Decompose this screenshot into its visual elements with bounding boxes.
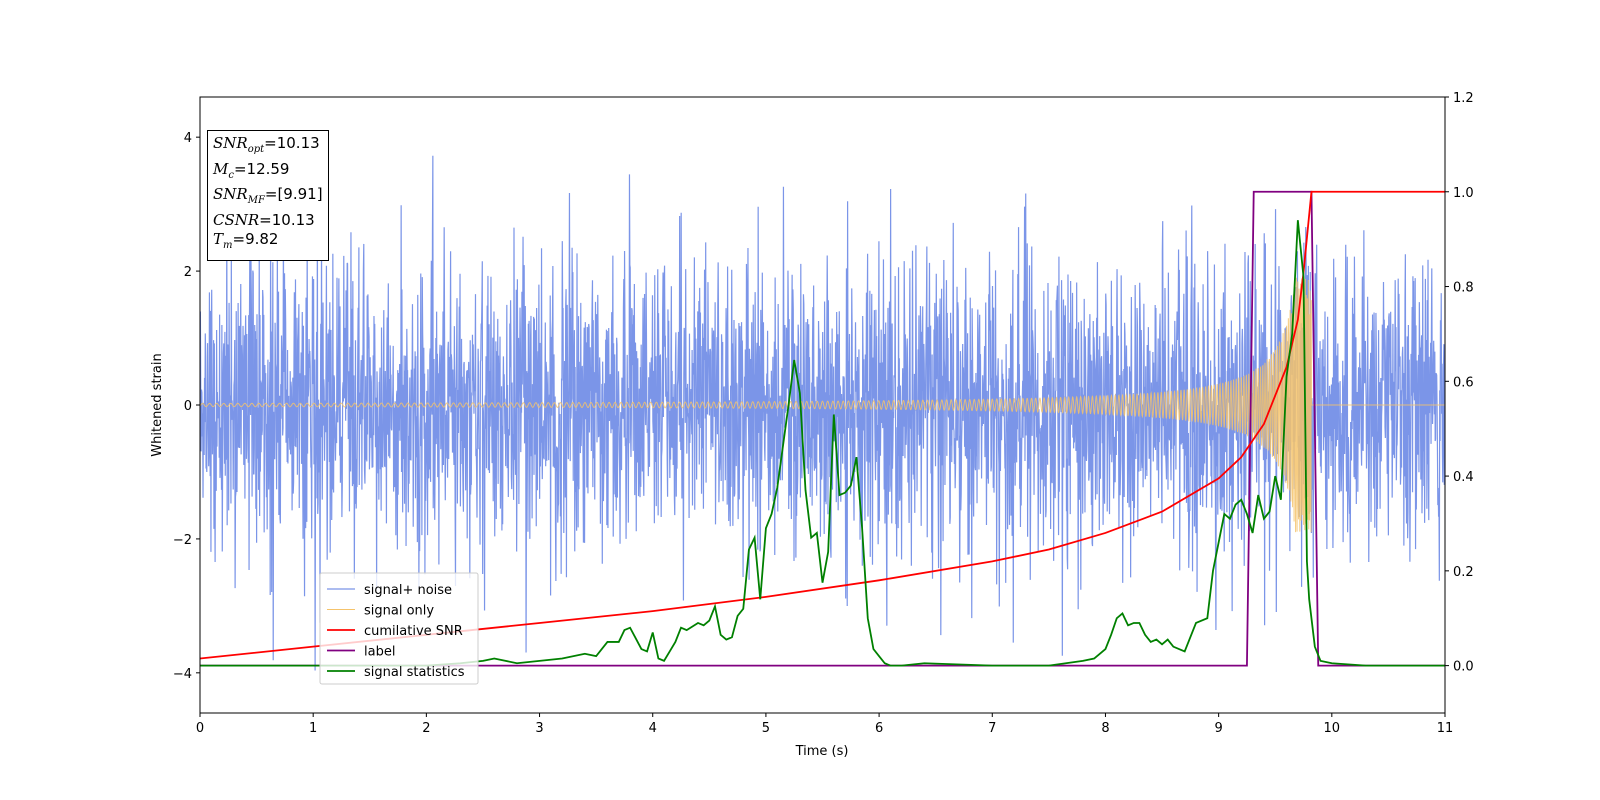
y-left-tick-label: 2 (184, 265, 192, 280)
mc-symbol: M (213, 159, 229, 178)
mc-subscript: c (228, 169, 234, 181)
snr-opt-subscript: opt (247, 144, 265, 155)
y-right-tick-label: 0.4 (1453, 470, 1474, 485)
legend-frame (319, 572, 479, 685)
y-right-tick-label: 1.2 (1453, 91, 1474, 106)
snr-mf-row: SNRMF=[9.91] (213, 185, 323, 211)
x-tick-label: 3 (535, 721, 543, 736)
x-tick-label: 2 (422, 721, 430, 736)
x-tick-label: 4 (649, 721, 657, 736)
y-right-tick-label: 1.0 (1453, 186, 1474, 201)
signal-statistics-line (200, 220, 1445, 667)
y-left-axis-ticks: 4 2 0 −2 −4 (173, 131, 200, 682)
x-tick-label: 9 (1214, 721, 1222, 736)
y-left-tick-label: −2 (173, 533, 192, 548)
tm-symbol: T (213, 230, 224, 248)
legend-label: signal+ noise (364, 583, 452, 598)
x-tick-label: 10 (1324, 721, 1341, 736)
tm-subscript: m (223, 240, 233, 251)
y-right-axis-ticks: 1.2 1.0 0.8 0.6 0.4 0.2 0.0 (1445, 91, 1474, 675)
cumulative-snr-line (200, 190, 1445, 660)
csnr-row: CSNR=10.13 (213, 211, 323, 231)
signal-only-line (200, 277, 1445, 533)
snr-mf-symbol: SNR (213, 185, 248, 203)
x-axis-ticks: 0 1 2 3 4 5 6 7 8 9 10 11 (196, 713, 1453, 736)
tm-value: =9.82 (232, 230, 279, 248)
y-axis-label: Whitened strain (150, 353, 165, 456)
legend-label: signal statistics (364, 665, 465, 680)
x-tick-label: 7 (988, 721, 996, 736)
x-tick-label: 0 (196, 721, 204, 736)
label-line (200, 190, 1445, 667)
x-tick-label: 11 (1437, 721, 1454, 736)
legend-label: cumilative SNR (364, 624, 463, 639)
legend-label: signal only (364, 604, 434, 619)
snr-opt-value: =10.13 (264, 134, 320, 152)
mc-row: Mc=12.59 (213, 160, 323, 186)
legend: signal+ noise signal only cumilative SNR la… (319, 572, 479, 685)
x-tick-label: 5 (762, 721, 770, 736)
y-right-tick-label: 0.0 (1453, 660, 1474, 675)
csnr-value: =10.13 (259, 210, 315, 229)
y-left-tick-label: 4 (184, 131, 192, 146)
x-axis-label: Time (s) (795, 744, 849, 759)
y-left-tick-label: −4 (173, 667, 192, 682)
y-right-tick-label: 0.8 (1453, 281, 1474, 296)
x-tick-label: 1 (309, 721, 317, 736)
csnr-symbol: CSNR (213, 210, 260, 229)
y-right-tick-label: 0.2 (1453, 565, 1474, 580)
legend-label: label (364, 645, 395, 660)
info-box: SNRopt=10.13 Mc=12.59 SNRMF=[9.91] CSNR=… (207, 130, 329, 261)
y-left-tick-label: 0 (184, 399, 192, 414)
x-tick-label: 8 (1101, 721, 1109, 736)
y-right-tick-label: 0.6 (1453, 375, 1474, 390)
snr-opt-symbol: SNR (213, 134, 248, 152)
snr-mf-value: =[9.91] (264, 185, 323, 203)
snr-mf-subscript: MF (247, 195, 265, 206)
x-tick-label: 6 (875, 721, 883, 736)
mc-value: =12.59 (233, 159, 290, 178)
tm-row: Tm=9.82 (213, 230, 323, 256)
snr-opt-row: SNRopt=10.13 (213, 134, 323, 160)
